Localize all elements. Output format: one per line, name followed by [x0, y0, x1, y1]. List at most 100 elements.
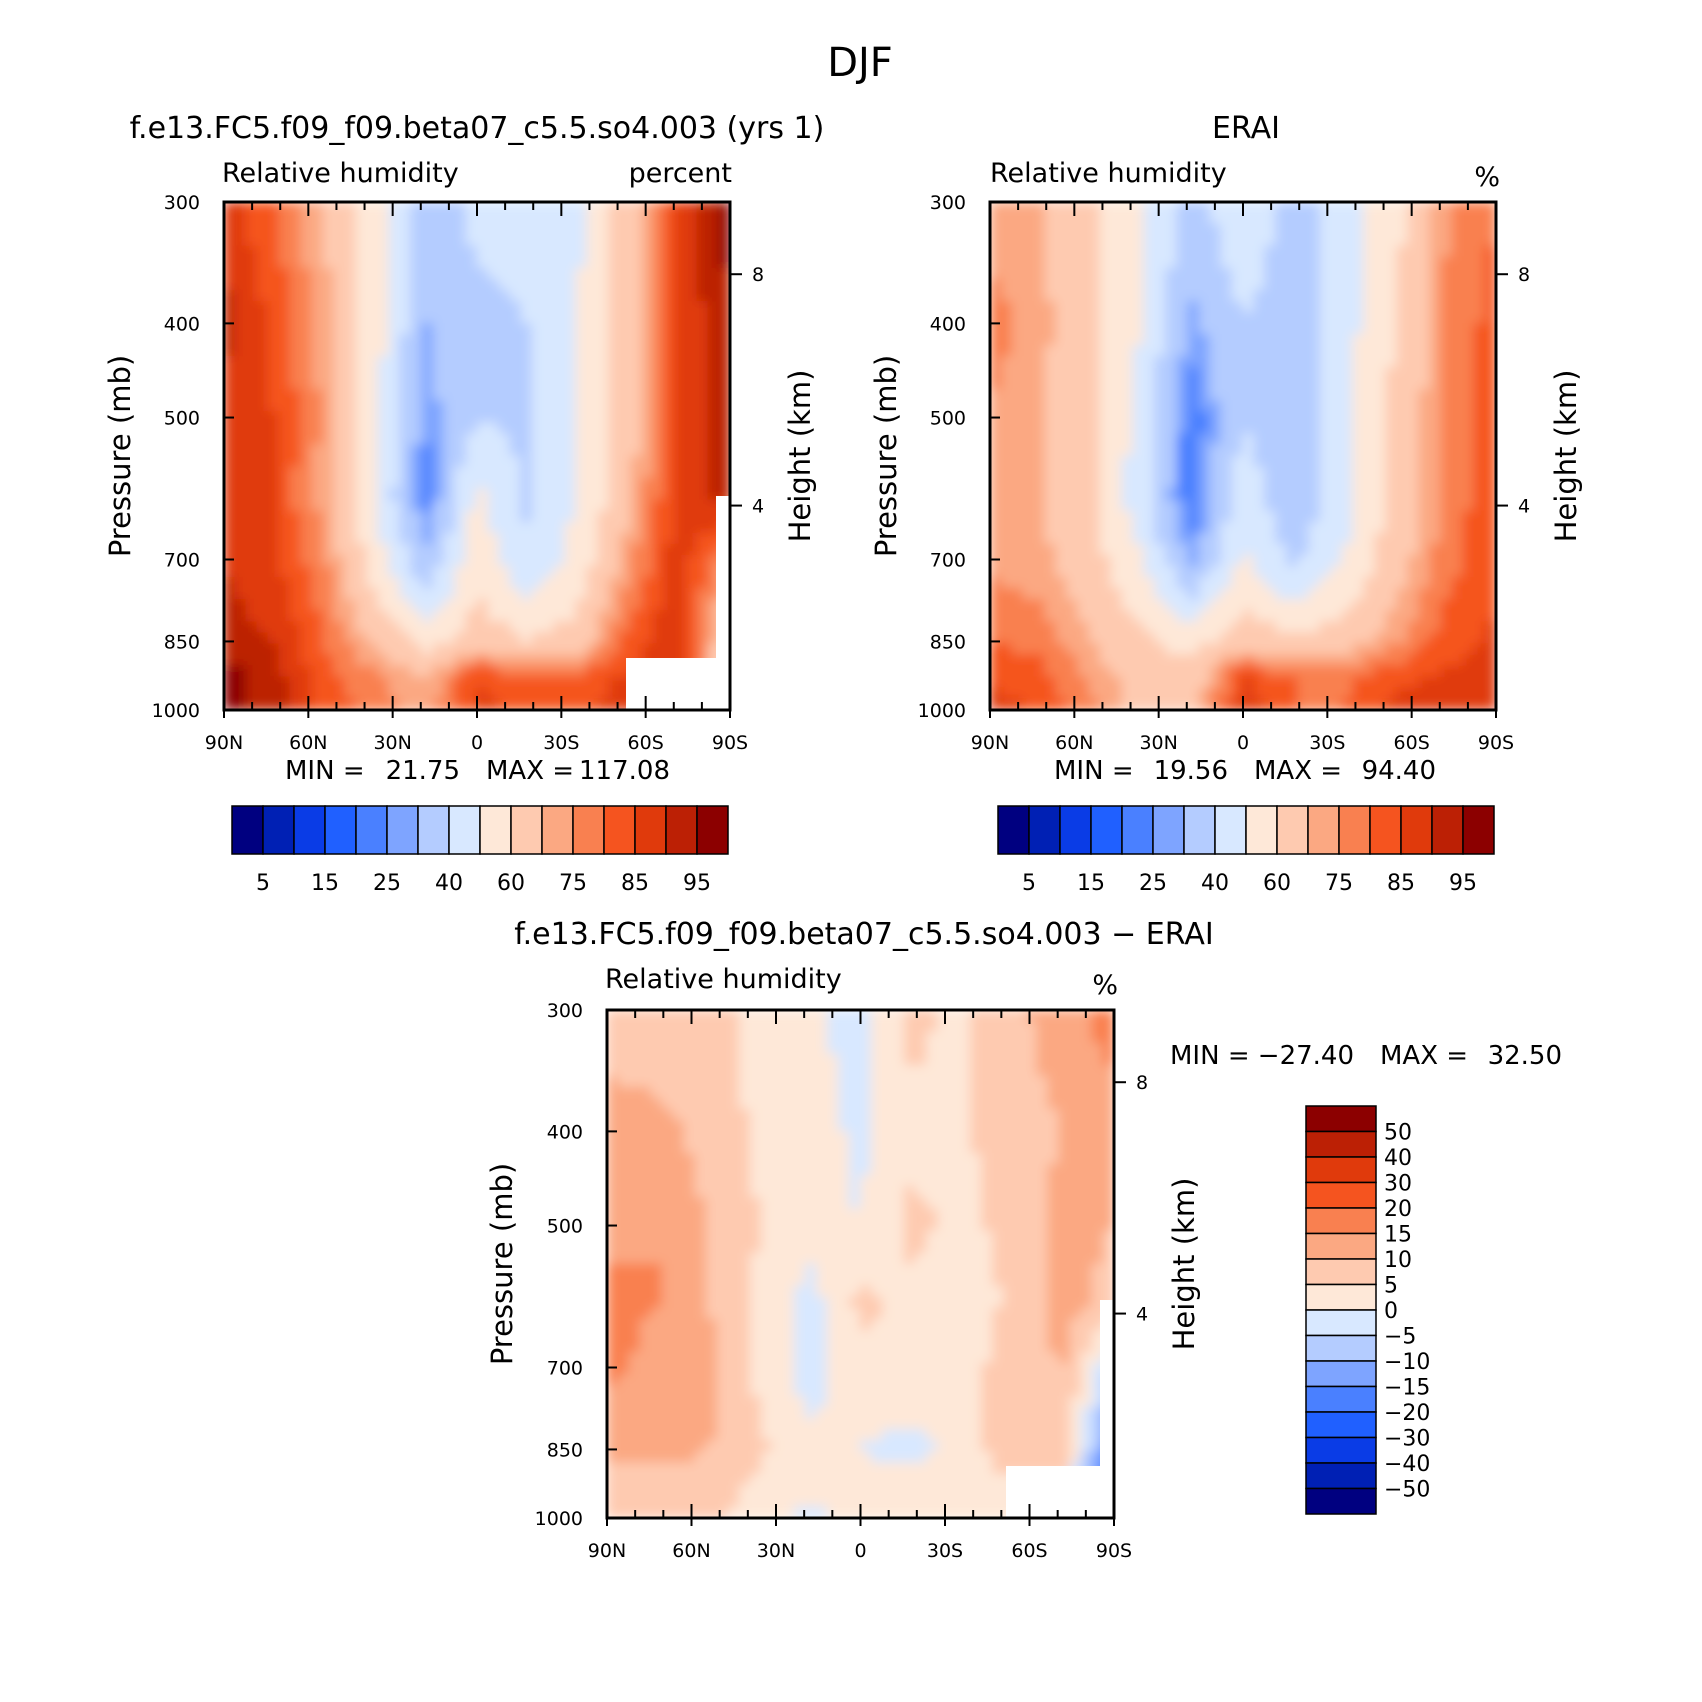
- contour-cell: [661, 1020, 674, 1033]
- contour-cell: [760, 1131, 773, 1143]
- contour-cell: [465, 411, 478, 424]
- contour-cell: [256, 543, 269, 556]
- contour-cell: [1385, 300, 1398, 313]
- contour-cell: [498, 289, 511, 302]
- colorbar-label: 95: [1449, 871, 1477, 896]
- contour-cell: [322, 466, 335, 479]
- contour-cell: [1143, 543, 1156, 556]
- contour-cell: [586, 610, 599, 623]
- contour-cell: [718, 212, 730, 225]
- contour-cell: [300, 267, 313, 280]
- colorbar-box: [1462, 805, 1495, 855]
- contour-cell: [1209, 223, 1222, 236]
- contour-field: [607, 1010, 1114, 1518]
- contour-cell: [1440, 632, 1453, 645]
- contour-cell: [1385, 499, 1398, 512]
- contour-cell: [487, 687, 500, 700]
- contour-cell: [465, 367, 478, 380]
- height-axis: 84: [1496, 264, 1530, 518]
- contour-cell: [344, 477, 357, 490]
- contour-cell: [245, 223, 258, 236]
- contour-cell: [1429, 477, 1442, 490]
- contour-cell: [1341, 466, 1354, 479]
- contour-cell: [289, 267, 302, 280]
- contour-cell: [663, 289, 676, 302]
- contour-cell: [509, 621, 522, 634]
- contour-cell: [1440, 698, 1453, 710]
- contour-cell: [311, 543, 324, 556]
- contour-cell: [674, 223, 687, 236]
- contour-cell: [1352, 422, 1365, 435]
- contour-cell: [597, 267, 610, 280]
- contour-cell: [1091, 1108, 1104, 1121]
- contour-cell: [696, 610, 709, 623]
- contour-cell: [1055, 300, 1068, 313]
- contour-cell: [421, 389, 434, 402]
- contour-cell: [793, 1097, 806, 1110]
- contour-cell: [1099, 554, 1112, 567]
- contour-cell: [575, 676, 588, 689]
- contour-cell: [1011, 334, 1024, 346]
- contour-cell: [586, 444, 599, 457]
- contour-cell: [300, 422, 313, 435]
- contour-cell: [1121, 278, 1134, 291]
- contour-cell: [1451, 621, 1464, 634]
- contour-cell: [608, 300, 621, 313]
- contour-cell: [1143, 698, 1156, 710]
- contour-cell: [1275, 345, 1288, 358]
- contour-cell: [1209, 323, 1222, 335]
- contour-cell: [388, 267, 401, 280]
- contour-cell: [1022, 278, 1035, 291]
- contour-cell: [782, 1042, 795, 1055]
- contour-cell: [1047, 1119, 1060, 1132]
- contour-cell: [267, 665, 280, 678]
- contour-cell: [1176, 632, 1189, 645]
- contour-cell: [1319, 212, 1332, 225]
- contour-cell: [1209, 444, 1222, 457]
- contour-cell: [694, 1131, 707, 1143]
- contour-cell: [366, 577, 379, 589]
- contour-cell: [672, 1086, 685, 1099]
- contour-cell: [1385, 532, 1398, 545]
- contour-cell: [564, 234, 577, 247]
- contour-cell: [476, 223, 489, 236]
- contour-cell: [705, 1097, 718, 1110]
- contour-cell: [815, 1119, 828, 1132]
- contour-cell: [981, 1064, 994, 1077]
- contour-cell: [344, 356, 357, 369]
- contour-cell: [1253, 477, 1266, 490]
- contour-cell: [454, 278, 467, 291]
- contour-cell: [1440, 433, 1453, 446]
- contour-cell: [1110, 433, 1123, 446]
- contour-cell: [366, 455, 379, 468]
- contour-cell: [421, 543, 434, 556]
- contour-cell: [1231, 532, 1244, 545]
- contour-cell: [1099, 367, 1112, 380]
- contour-cell: [1066, 422, 1079, 435]
- contour-cell: [1011, 466, 1024, 479]
- contour-cell: [1407, 543, 1420, 556]
- contour-cell: [454, 289, 467, 302]
- contour-cell: [804, 1010, 817, 1022]
- contour-cell: [399, 632, 412, 645]
- contour-cell: [465, 565, 478, 578]
- contour-cell: [454, 554, 467, 567]
- contour-cell: [1363, 234, 1376, 247]
- contour-cell: [1473, 676, 1486, 689]
- contour-cell: [707, 289, 720, 302]
- contour-cell: [465, 356, 478, 369]
- contour-cell: [1066, 323, 1079, 335]
- contour-cell: [344, 411, 357, 424]
- contour-cell: [586, 311, 599, 324]
- contour-cell: [520, 565, 533, 578]
- contour-cell: [256, 400, 269, 413]
- contour-cell: [1000, 455, 1013, 468]
- contour-cell: [1165, 422, 1178, 435]
- contour-cell: [1297, 521, 1310, 534]
- contour-cell: [1022, 676, 1035, 689]
- contour-cell: [1374, 665, 1387, 678]
- contour-cell: [882, 1053, 894, 1066]
- contour-cell: [1055, 654, 1068, 667]
- contour-cell: [256, 643, 269, 656]
- contour-cell: [705, 1031, 718, 1044]
